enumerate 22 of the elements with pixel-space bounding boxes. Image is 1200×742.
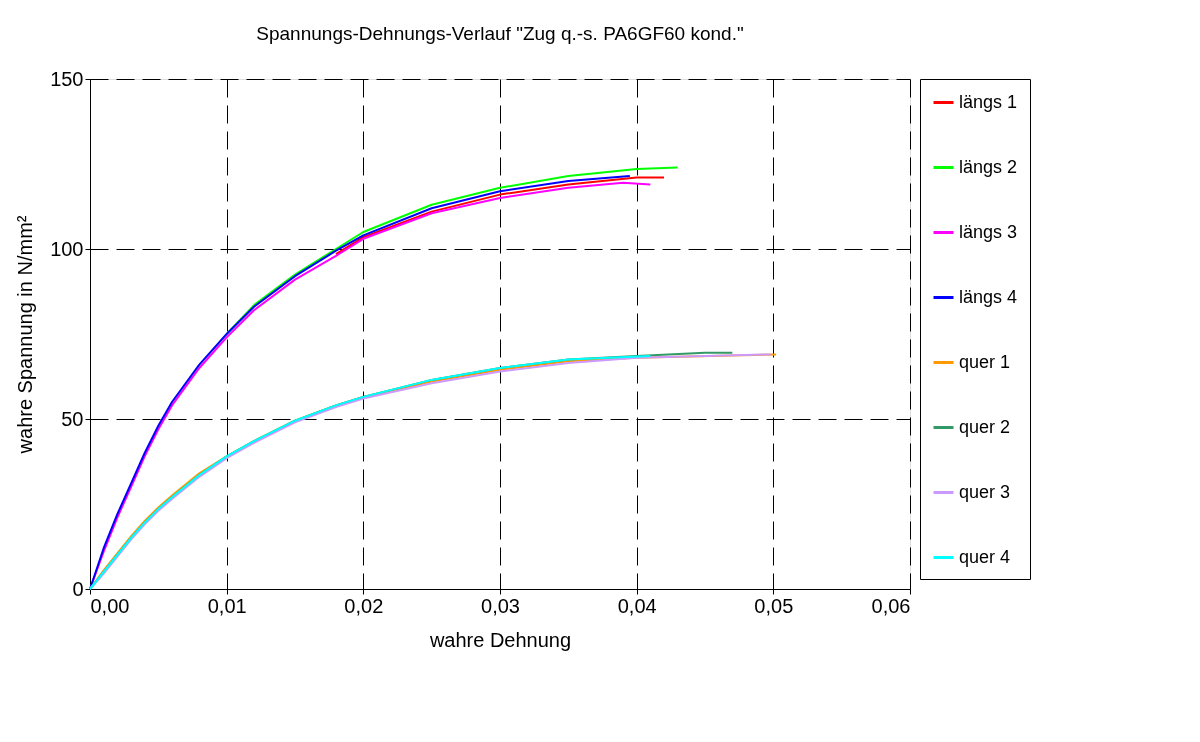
- y-tick-label: 100: [50, 237, 84, 260]
- legend-label: längs 2: [959, 156, 1018, 177]
- y-tick-label: 50: [61, 407, 84, 430]
- legend-label: quer 3: [959, 481, 1011, 502]
- legend-label: quer 2: [959, 416, 1011, 437]
- x-tick-label: 0,05: [754, 594, 794, 617]
- x-tick-label: 0,01: [207, 594, 247, 617]
- legend-label: längs 1: [959, 91, 1018, 112]
- y-tick-label: 0: [72, 577, 84, 600]
- x-tick-label: 0,03: [481, 594, 520, 617]
- y-axis-title: wahre Spannung in N/mm²: [14, 215, 37, 455]
- y-tick-label: 150: [50, 67, 84, 90]
- x-tick-label: 0,02: [344, 594, 384, 617]
- x-tick-label: 0,04: [617, 594, 657, 617]
- chart-title: Spannungs-Dehnungs-Verlauf "Zug q.-s. PA6GF60 kond.": [256, 23, 744, 44]
- legend-label: quer 4: [959, 546, 1011, 567]
- x-tick-label: 0,06: [871, 594, 911, 617]
- legend-label: längs 4: [959, 286, 1018, 307]
- legend-label: quer 1: [959, 351, 1011, 372]
- x-tick-label: 0,00: [90, 594, 130, 617]
- legend-label: längs 3: [959, 221, 1018, 242]
- x-axis-title: wahre Dehnung: [428, 628, 572, 651]
